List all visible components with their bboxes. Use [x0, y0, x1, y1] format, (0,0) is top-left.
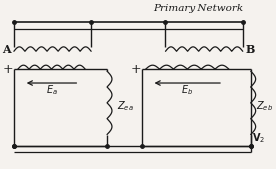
Text: $E_b$: $E_b$: [181, 83, 193, 97]
Text: $\mathbf{V}_2$: $\mathbf{V}_2$: [252, 132, 265, 146]
Text: A: A: [2, 44, 10, 55]
Text: Primary Network: Primary Network: [153, 4, 243, 13]
Text: +: +: [2, 63, 13, 76]
Text: B: B: [246, 44, 255, 55]
Text: $Z_{ea}$: $Z_{ea}$: [117, 99, 134, 113]
Text: +: +: [131, 63, 141, 76]
Text: $E_a$: $E_a$: [46, 83, 57, 97]
Text: $Z_{eb}$: $Z_{eb}$: [256, 99, 273, 113]
